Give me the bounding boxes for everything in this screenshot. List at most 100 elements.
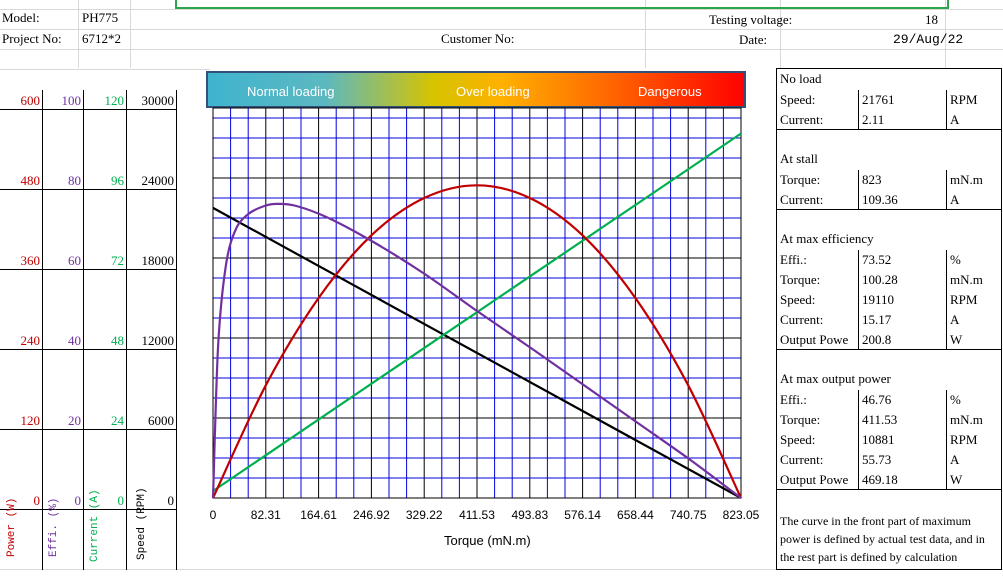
max-eff-power-row: Output Powe 200.8 W xyxy=(780,330,1003,350)
row-label: Current: xyxy=(780,192,824,207)
speed-axis-tick: 30000 xyxy=(141,93,175,108)
testing-voltage-label: Testing voltage: xyxy=(709,12,793,27)
row-value[interactable]: 15.17 xyxy=(862,312,892,327)
x-tick-label: 658.44 xyxy=(617,508,654,522)
row-unit: RPM xyxy=(950,292,978,307)
power-curve xyxy=(212,184,742,499)
testing-voltage-value[interactable]: 18 xyxy=(925,12,938,27)
row-value[interactable]: 21761 xyxy=(862,92,895,107)
row-value[interactable]: 73.52 xyxy=(862,252,892,267)
speed-axis-tick: 0 xyxy=(167,493,175,508)
stall-torque-row: Torque: 823 mN.m xyxy=(780,170,1003,190)
max-power-power-row: Output Powe 469.18 W xyxy=(780,470,1003,490)
max-power-speed-row: Speed: 10881 RPM xyxy=(780,430,1003,450)
effi-axis-tick: 60 xyxy=(68,253,81,268)
banner-dangerous: Dangerous xyxy=(638,84,702,99)
row-unit: mN.m xyxy=(950,272,983,287)
power-axis-tick: 240 xyxy=(20,333,41,348)
x-tick-label: 164.61 xyxy=(300,508,337,522)
x-tick-label: 0 xyxy=(210,508,217,522)
row-label: Effi.: xyxy=(780,252,807,267)
row-value[interactable]: 469.18 xyxy=(862,472,898,487)
power-axis-tick: 0 xyxy=(33,493,41,508)
row-label: Torque: xyxy=(780,412,821,427)
max-eff-torque-row: Torque: 100.28 mN.m xyxy=(780,270,1003,290)
row-unit: % xyxy=(950,252,961,267)
x-tick-label: 329.22 xyxy=(406,508,443,522)
curve-note: The curve in the front part of maximum p… xyxy=(780,514,985,564)
speed-axis-tick: 24000 xyxy=(141,173,175,188)
row-unit: mN.m xyxy=(950,172,983,187)
max-eff-effi-row: Effi.: 73.52 % xyxy=(780,250,1003,270)
current-axis-tick: 48 xyxy=(111,333,124,348)
customer-label: Customer No: xyxy=(441,31,515,46)
row-value[interactable]: 2.11 xyxy=(862,112,885,127)
row-unit: A xyxy=(950,452,960,467)
power-axis-tick: 360 xyxy=(20,253,41,268)
power-axis-tick: 480 xyxy=(20,173,41,188)
row-label: Torque: xyxy=(780,272,821,287)
max-eff-current-row: Current: 15.17 A xyxy=(780,310,1003,330)
model-value[interactable]: PH775 xyxy=(82,10,119,25)
banner-over-loading: Over loading xyxy=(456,84,530,99)
effi-axis-tick: 40 xyxy=(68,333,81,348)
effi-axis-tick: 100 xyxy=(61,93,82,108)
x-tick-label: 576.14 xyxy=(564,508,601,522)
max-eff-title: At max efficiency xyxy=(780,231,874,246)
x-tick-label: 493.83 xyxy=(511,508,548,522)
row-label: Effi.: xyxy=(780,392,807,407)
row-value[interactable]: 55.73 xyxy=(862,452,892,467)
max-power-title: At max output power xyxy=(780,371,891,386)
row-value[interactable]: 200.8 xyxy=(862,332,892,347)
no-load-title: No load xyxy=(780,71,822,86)
row-label: Output Powe xyxy=(780,472,849,487)
row-value[interactable]: 46.76 xyxy=(862,392,892,407)
current-axis-tick: 24 xyxy=(111,413,124,428)
speed-axis-tick: 6000 xyxy=(148,413,174,428)
at-stall-title: At stall xyxy=(780,151,818,166)
row-value[interactable]: 411.53 xyxy=(862,412,898,427)
row-label: Output Powe xyxy=(780,332,849,347)
row-unit: RPM xyxy=(950,92,978,107)
date-value[interactable]: 29/Aug/22 xyxy=(893,32,964,47)
row-unit: W xyxy=(950,472,963,487)
row-label: Current: xyxy=(780,112,824,127)
row-label: Current: xyxy=(780,452,824,467)
max-power-effi-row: Effi.: 46.76 % xyxy=(780,390,1003,410)
speed-curve xyxy=(212,206,742,499)
row-unit: % xyxy=(950,392,961,407)
plot-frame xyxy=(212,107,742,499)
current-axis-tick: 0 xyxy=(117,493,125,508)
date-label: Date: xyxy=(739,32,768,47)
row-value[interactable]: 823 xyxy=(862,172,882,187)
no-load-current-row: Current: 2.11 A xyxy=(780,110,1003,130)
row-unit: W xyxy=(950,332,963,347)
x-tick-label: 823.05 xyxy=(723,508,760,522)
x-axis-label: Torque (mN.m) xyxy=(444,533,531,548)
model-label: Model: xyxy=(2,10,40,25)
row-unit: A xyxy=(950,312,960,327)
row-label: Speed: xyxy=(780,432,816,447)
power-axis-tick: 120 xyxy=(20,413,41,428)
row-unit: A xyxy=(950,112,960,127)
row-label: Speed: xyxy=(780,92,816,107)
project-value[interactable]: 6712*2 xyxy=(82,31,121,46)
row-value[interactable]: 109.36 xyxy=(862,192,898,207)
x-tick-label: 740.75 xyxy=(670,508,707,522)
speed-axis-tick: 18000 xyxy=(141,253,175,268)
power-axis-tick: 600 xyxy=(20,93,41,108)
effi-curve xyxy=(211,202,742,499)
no-load-speed-row: Speed: 21761 RPM xyxy=(780,90,1003,110)
row-label: Speed: xyxy=(780,292,816,307)
effi-axis-tick: 20 xyxy=(68,413,81,428)
row-unit: A xyxy=(950,192,960,207)
row-value[interactable]: 19110 xyxy=(862,292,895,307)
row-value[interactable]: 10881 xyxy=(862,432,895,447)
banner-normal-loading: Normal loading xyxy=(247,84,335,99)
current-axis-tick: 96 xyxy=(111,173,124,188)
row-value[interactable]: 100.28 xyxy=(862,272,898,287)
max-power-current-row: Current: 55.73 A xyxy=(780,450,1003,470)
stall-current-row: Current: 109.36 A xyxy=(780,190,1003,210)
row-unit: mN.m xyxy=(950,412,983,427)
